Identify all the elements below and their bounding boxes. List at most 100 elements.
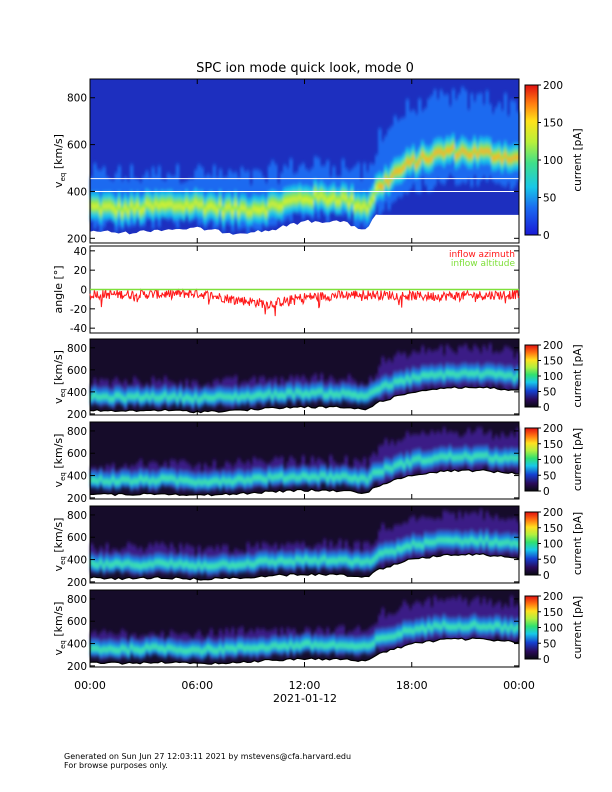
spectrogram-cutoff-edge	[89, 469, 520, 497]
y-tick-label: 200	[67, 661, 87, 673]
x-tick-label: 12:00	[289, 679, 321, 692]
y-tick-label: 0	[80, 285, 87, 297]
spectrogram-cutoff-edge	[89, 637, 520, 665]
spectrogram-below-cutoff	[90, 637, 519, 667]
spectrogram-body	[90, 87, 520, 235]
panel-1: 200 400 600 800 veq [km/s] 0 50 100 150 200 curren…	[52, 78, 584, 245]
colorbar-label: current [pA]	[572, 428, 584, 491]
colorbar-tick-label: 0	[543, 402, 550, 414]
colorbar-tick-label: 150	[543, 356, 563, 368]
colorbar-tick-label: 150	[543, 523, 563, 535]
y-tick-label: -20	[70, 304, 87, 316]
y-tick-label: 600	[67, 365, 87, 377]
y-axis-label: veq [km/s]	[52, 350, 67, 404]
spectrogram-cutoff-edge	[89, 386, 520, 414]
y-tick-label: 600	[67, 448, 87, 460]
y-tick-label: 400	[67, 387, 87, 399]
y-tick-label: 800	[67, 426, 87, 438]
y-tick-label: 200	[67, 233, 87, 245]
colorbar-label: current [pA]	[572, 128, 584, 191]
colorbar-tick-label: 100	[543, 155, 563, 167]
colorbar-tick-label: 150	[543, 439, 563, 451]
y-axis-label: veq [km/s]	[52, 434, 67, 488]
legend-entry-2: inflow altitude	[451, 259, 516, 269]
figure-title: SPC ion mode quick look, mode 0	[196, 61, 414, 76]
panel-2: -40 -20 0 20 40 angle [°] inflow azimuthinflow…	[52, 245, 520, 335]
colorbar-tick-label: 50	[543, 470, 556, 482]
colorbar-tick-label: 100	[543, 623, 563, 635]
y-tick-label: 400	[67, 186, 87, 198]
spectrogram-body	[90, 427, 520, 493]
colorbar-tick-label: 200	[543, 591, 563, 603]
colorbar	[524, 595, 539, 660]
time-axis: 00:00 06:00 12:00 18:00 00:00	[74, 679, 535, 692]
colorbar	[524, 427, 539, 492]
colorbar-tick-label: 0	[543, 486, 550, 498]
y-tick-label: 600	[67, 532, 87, 544]
colorbar-label: current [pA]	[572, 344, 584, 407]
colorbar-tick-label: 50	[543, 193, 556, 205]
spectrogram-body	[90, 343, 520, 411]
y-tick-label: 800	[67, 594, 87, 606]
y-axis-label: veq [km/s]	[52, 134, 67, 188]
colorbar-label: current [pA]	[572, 512, 584, 575]
colorbar	[524, 511, 539, 576]
colorbar-tick-label: 150	[543, 607, 563, 619]
y-tick-label: 800	[67, 510, 87, 522]
colorbar-tick-label: 50	[543, 554, 556, 566]
footer: Generated on Sun Jun 27 12:03:11 2021 by…	[64, 752, 351, 770]
y-tick-label: 400	[67, 555, 87, 567]
x-tick-label: 00:00	[74, 679, 106, 692]
colorbar-tick-label: 200	[543, 423, 563, 435]
legend-entry-1: inflow azimuth	[449, 250, 515, 260]
y-tick-label: -40	[70, 323, 87, 335]
spectrogram-body	[90, 595, 520, 661]
x-tick-label: 18:00	[396, 679, 428, 692]
y-tick-label: 800	[67, 343, 87, 355]
colorbar-tick-label: 0	[543, 654, 550, 666]
y-tick-label: 600	[67, 140, 87, 152]
spectrogram-below-cutoff	[90, 553, 519, 583]
spectrogram-below-cutoff	[90, 469, 519, 499]
y-tick-label: 40	[74, 246, 87, 258]
colorbar-tick-label: 150	[543, 118, 563, 130]
colorbar-tick-label: 50	[543, 387, 556, 399]
colorbar-tick-label: 200	[543, 80, 563, 92]
y-axis-label: veq [km/s]	[52, 518, 67, 572]
inflow-azimuth-series	[89, 288, 520, 317]
footer-generated-line: Generated on Sun Jun 27 12:03:11 2021 by…	[64, 752, 352, 761]
colorbar-tick-label: 200	[543, 507, 563, 519]
y-tick-label: 200	[67, 409, 87, 421]
y-tick-label: 400	[67, 639, 87, 651]
footer-browse-note: For browse purposes only.	[64, 761, 168, 770]
colorbar-tick-label: 100	[543, 455, 563, 467]
colorbar-tick-label: 0	[543, 230, 550, 242]
colorbar	[524, 84, 539, 236]
x-tick-label: 00:00	[503, 679, 535, 692]
y-tick-label: 20	[74, 265, 87, 277]
spectrogram-below-cutoff	[90, 386, 519, 415]
date-label: 2021-01-12	[273, 692, 337, 705]
x-tick-label: 06:00	[181, 679, 213, 692]
colorbar-tick-label: 200	[543, 340, 563, 352]
spectrogram-below-cutoff	[90, 214, 519, 243]
spectrogram-cutoff-edge	[89, 552, 520, 581]
y-axis-label: veq [km/s]	[52, 602, 67, 656]
y-tick-label: 200	[67, 577, 87, 589]
colorbar-tick-label: 50	[543, 638, 556, 650]
colorbar-tick-label: 100	[543, 539, 563, 551]
colorbar-label: current [pA]	[572, 596, 584, 659]
y-axis-label: angle [°]	[52, 265, 65, 313]
colorbar	[524, 344, 539, 408]
colorbar-tick-label: 0	[543, 570, 550, 582]
y-tick-label: 200	[67, 493, 87, 505]
y-tick-label: 600	[67, 616, 87, 628]
colorbar-tick-label: 100	[543, 371, 563, 383]
y-tick-label: 400	[67, 471, 87, 483]
